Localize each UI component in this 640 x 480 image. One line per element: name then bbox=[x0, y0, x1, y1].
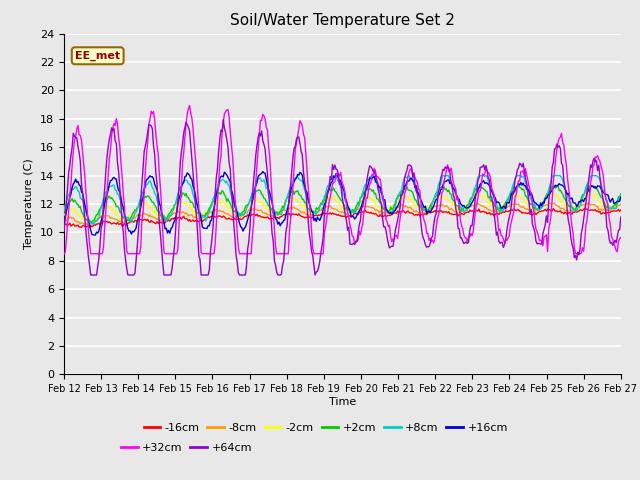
X-axis label: Time: Time bbox=[329, 397, 356, 407]
Title: Soil/Water Temperature Set 2: Soil/Water Temperature Set 2 bbox=[230, 13, 455, 28]
Text: EE_met: EE_met bbox=[75, 51, 120, 61]
Legend: +32cm, +64cm: +32cm, +64cm bbox=[116, 439, 257, 457]
Y-axis label: Temperature (C): Temperature (C) bbox=[24, 158, 35, 250]
